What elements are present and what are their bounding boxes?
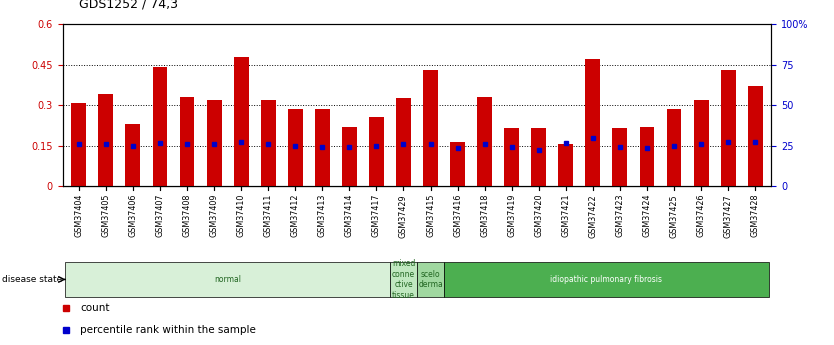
- Text: GSM37409: GSM37409: [209, 194, 219, 237]
- Text: GSM37427: GSM37427: [724, 194, 732, 237]
- Text: count: count: [80, 303, 110, 313]
- Bar: [234, 57, 249, 186]
- Text: GSM37422: GSM37422: [588, 194, 597, 237]
- Bar: [153, 67, 168, 186]
- Text: percentile rank within the sample: percentile rank within the sample: [80, 325, 256, 335]
- Bar: [559, 145, 573, 186]
- Text: GSM37412: GSM37412: [291, 194, 299, 237]
- Bar: [179, 97, 194, 186]
- Bar: [640, 127, 655, 186]
- FancyBboxPatch shape: [390, 262, 417, 297]
- Bar: [748, 86, 762, 186]
- Text: GSM37421: GSM37421: [561, 194, 570, 237]
- Bar: [694, 100, 709, 186]
- Bar: [505, 128, 519, 186]
- FancyBboxPatch shape: [65, 262, 390, 297]
- Text: scelo
derma: scelo derma: [418, 270, 443, 289]
- Text: GSM37410: GSM37410: [237, 194, 246, 237]
- Text: GSM37418: GSM37418: [480, 194, 490, 237]
- Bar: [585, 59, 600, 186]
- Text: GSM37424: GSM37424: [642, 194, 651, 237]
- Text: GSM37426: GSM37426: [696, 194, 706, 237]
- Text: GSM37404: GSM37404: [74, 194, 83, 237]
- Text: GSM37423: GSM37423: [615, 194, 625, 237]
- Text: normal: normal: [214, 275, 241, 284]
- Text: GSM37408: GSM37408: [183, 194, 192, 237]
- Bar: [612, 128, 627, 186]
- Text: GSM37414: GSM37414: [344, 194, 354, 237]
- Bar: [98, 95, 113, 186]
- Text: GSM37411: GSM37411: [264, 194, 273, 237]
- Bar: [396, 98, 411, 186]
- Bar: [261, 100, 275, 186]
- FancyBboxPatch shape: [444, 262, 769, 297]
- Bar: [342, 127, 357, 186]
- Text: mixed
conne
ctive
tissue: mixed conne ctive tissue: [392, 259, 415, 299]
- Text: GSM37416: GSM37416: [453, 194, 462, 237]
- Text: idiopathic pulmonary fibrosis: idiopathic pulmonary fibrosis: [550, 275, 662, 284]
- Text: GSM37428: GSM37428: [751, 194, 760, 237]
- Bar: [423, 70, 438, 186]
- Text: GSM37419: GSM37419: [507, 194, 516, 237]
- Bar: [369, 117, 384, 186]
- Bar: [207, 100, 222, 186]
- Bar: [288, 109, 303, 186]
- Text: GDS1252 / 74,3: GDS1252 / 74,3: [79, 0, 178, 10]
- Bar: [477, 97, 492, 186]
- Bar: [72, 102, 86, 186]
- FancyBboxPatch shape: [417, 262, 444, 297]
- Text: GSM37425: GSM37425: [670, 194, 679, 237]
- Bar: [666, 109, 681, 186]
- Text: GSM37420: GSM37420: [535, 194, 543, 237]
- Text: GSM37417: GSM37417: [372, 194, 381, 237]
- Bar: [125, 124, 140, 186]
- Text: disease state: disease state: [2, 275, 62, 284]
- Text: GSM37429: GSM37429: [399, 194, 408, 237]
- Bar: [721, 70, 736, 186]
- Text: GSM37406: GSM37406: [128, 194, 138, 237]
- Bar: [531, 128, 546, 186]
- Bar: [315, 109, 329, 186]
- Text: GSM37415: GSM37415: [426, 194, 435, 237]
- Bar: [450, 142, 465, 186]
- Text: GSM37407: GSM37407: [155, 194, 164, 237]
- Text: GSM37413: GSM37413: [318, 194, 327, 237]
- Text: GSM37405: GSM37405: [102, 194, 110, 237]
